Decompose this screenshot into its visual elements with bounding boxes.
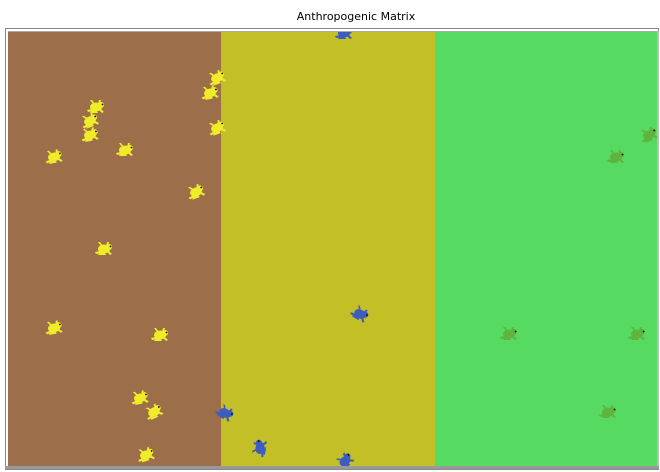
green-frog-icon xyxy=(640,126,657,143)
green-frog-icon xyxy=(500,327,517,340)
yellow-frog-icon xyxy=(145,403,164,420)
patch-column-brown xyxy=(8,32,221,467)
yellow-frog-icon xyxy=(45,320,63,335)
patch-column-green xyxy=(435,32,657,467)
view-title: Anthropogenic Matrix xyxy=(296,10,416,23)
green-frog-icon xyxy=(607,150,624,163)
frame-edge xyxy=(657,31,659,468)
yellow-frog-icon xyxy=(138,446,156,463)
yellow-frog-icon xyxy=(87,100,104,113)
yellow-frog-icon xyxy=(208,119,227,136)
yellow-frog-icon xyxy=(131,390,149,405)
blue-frog-icon xyxy=(215,403,234,422)
yellow-frog-icon xyxy=(201,85,219,100)
frame-edge xyxy=(5,466,659,469)
blue-frog-icon xyxy=(350,304,369,323)
blue-frog-icon xyxy=(252,439,267,458)
yellow-frog-icon xyxy=(81,127,99,142)
yellow-frog-icon xyxy=(187,183,206,200)
patch-column-olive xyxy=(221,32,435,467)
green-frog-icon xyxy=(628,327,645,340)
yellow-frog-icon xyxy=(81,112,100,129)
yellow-frog-icon xyxy=(45,149,63,164)
blue-frog-icon xyxy=(335,32,352,39)
yellow-frog-icon xyxy=(151,328,168,341)
yellow-frog-icon xyxy=(116,143,133,156)
yellow-frog-icon xyxy=(208,69,227,86)
yellow-frog-icon xyxy=(95,242,112,255)
green-frog-icon xyxy=(599,405,616,418)
world-view[interactable] xyxy=(8,31,657,467)
